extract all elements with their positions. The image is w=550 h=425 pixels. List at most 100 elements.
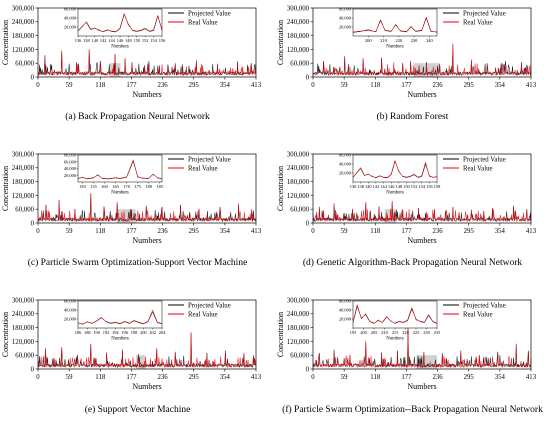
inset-x-tick-label: 156: [426, 184, 433, 189]
y-tick-label: 60,000: [15, 353, 34, 360]
legend-label: Real Value: [188, 312, 218, 319]
inset-y-tick-label: 40,000: [339, 308, 352, 314]
plot-frame: [37, 299, 257, 370]
x-tick-label: 177: [401, 228, 412, 235]
x-tick-label: 236: [157, 228, 168, 235]
x-axis-label: Numbers: [132, 382, 161, 391]
inset-x-tick-label: 202: [149, 330, 156, 335]
x-tick-label: 0: [311, 374, 315, 381]
x-tick-label: 354: [220, 228, 231, 235]
legend-label: Real Value: [463, 20, 493, 27]
panel-caption-d: (d) Genetic Algorithm-Back Propagation N…: [302, 258, 523, 268]
inset-series-line: [352, 305, 438, 324]
inset-x-tick-label: 152: [142, 38, 149, 43]
x-tick-label: 118: [370, 82, 381, 89]
inset-x-tick-label: 146: [117, 38, 124, 43]
inset-y-tick-label: 20,000: [64, 317, 77, 323]
inset-x-axis-label: Numbers: [111, 337, 129, 342]
panel-caption-b: (b) Random Forest: [376, 112, 449, 122]
chart-panel: 0 60,000 120,000 180,000 240,000 300,000 0 59 11…: [1, 151, 262, 245]
y-tick-label: 0: [31, 366, 35, 373]
inset-x-tick-label: 175: [134, 184, 141, 189]
inset-x-tick-label: 200: [140, 330, 147, 335]
y-tick-label: 120,000: [287, 47, 310, 54]
inset-chart: 20,000 40,000 60,000 200 210 220 230 240 Numbers: [339, 7, 438, 50]
x-tick-label: 236: [432, 82, 443, 89]
x-tick-label: 413: [251, 82, 262, 89]
x-tick-label: 354: [495, 374, 506, 381]
y-tick-label: 240,000: [12, 19, 35, 26]
x-tick-label: 236: [157, 374, 168, 381]
inset-frame: [77, 154, 163, 183]
inset-x-tick-label: 146: [388, 184, 395, 189]
inset-x-tick-label: 170: [123, 184, 130, 189]
inset-x-tick-label: 200: [360, 330, 367, 335]
panel-caption-a: (a) Back Propagation Neural Network: [65, 112, 210, 122]
x-tick-label: 413: [526, 228, 537, 235]
x-tick-label: 236: [432, 374, 443, 381]
x-tick-label: 236: [157, 82, 168, 89]
y-tick-label: 120,000: [12, 193, 35, 200]
series-line: [312, 44, 532, 77]
y-tick-label: 300,000: [287, 151, 310, 158]
x-tick-label: 118: [95, 82, 106, 89]
series-line: [312, 201, 532, 223]
x-tick-label: 295: [189, 374, 200, 381]
x-tick-label: 0: [36, 374, 40, 381]
inset-series-line: [77, 158, 163, 179]
x-axis-label: Numbers: [407, 90, 436, 99]
y-tick-label: 60,000: [15, 61, 34, 68]
legend-label: Real Value: [188, 166, 218, 173]
inset-series-line: [77, 311, 163, 325]
y-axis-label: Concentration: [1, 20, 10, 65]
inset-x-tick-label: 144: [380, 184, 387, 189]
inset-y-tick-label: 40,000: [339, 16, 352, 22]
y-tick-label: 180,000: [287, 325, 310, 332]
series-line: [37, 332, 257, 369]
inset-x-tick-label: 155: [90, 184, 97, 189]
x-tick-label: 354: [220, 82, 231, 89]
panel-caption-c: (c) Particle Swarm Optimization-Support …: [27, 258, 248, 268]
inset-frame: [352, 154, 438, 183]
inset-series-line: [352, 159, 437, 179]
x-tick-label: 0: [36, 228, 40, 235]
inset-x-tick-label: 150: [403, 184, 410, 189]
plot-frame: [37, 7, 257, 78]
inset-x-tick-label: 200: [365, 38, 372, 43]
inset-y-tick-label: 40,000: [64, 166, 77, 172]
y-axis-label: Concentration: [1, 312, 10, 357]
y-tick-label: 180,000: [287, 179, 310, 186]
zoom-region: [109, 63, 121, 77]
x-tick-label: 295: [189, 228, 200, 235]
x-tick-label: 413: [251, 228, 262, 235]
inset-x-tick-label: 148: [396, 184, 403, 189]
y-tick-label: 300,000: [12, 151, 35, 158]
legend-label: Projected Value: [463, 157, 506, 164]
y-tick-label: 60,000: [15, 207, 34, 214]
x-tick-label: 118: [95, 228, 106, 235]
inset-x-tick-label: 230: [423, 330, 430, 335]
inset-frame: [77, 8, 163, 37]
x-axis-label: Numbers: [407, 236, 436, 245]
inset-x-tick-label: 185: [156, 184, 163, 189]
inset-x-tick-label: 150: [79, 184, 86, 189]
y-axis-label: Concentration: [1, 166, 10, 211]
series-line: [37, 49, 257, 77]
plot-frame: [312, 153, 532, 224]
inset-x-tick-label: 142: [100, 38, 107, 43]
inset-x-tick-label: 196: [121, 330, 128, 335]
legend-label: Projected Value: [188, 157, 231, 164]
inset-x-tick-label: 160: [101, 184, 108, 189]
inset-y-tick-label: 60,000: [339, 7, 352, 13]
y-tick-label: 0: [31, 220, 35, 227]
inset-y-tick-label: 20,000: [339, 171, 352, 177]
inset-series-line: [352, 303, 438, 324]
inset-x-tick-label: 210: [381, 330, 388, 335]
inset-series-line: [77, 309, 163, 325]
x-tick-label: 413: [526, 374, 537, 381]
x-tick-label: 59: [341, 82, 348, 89]
y-tick-label: 240,000: [287, 311, 310, 318]
inset-x-tick-label: 230: [411, 38, 418, 43]
